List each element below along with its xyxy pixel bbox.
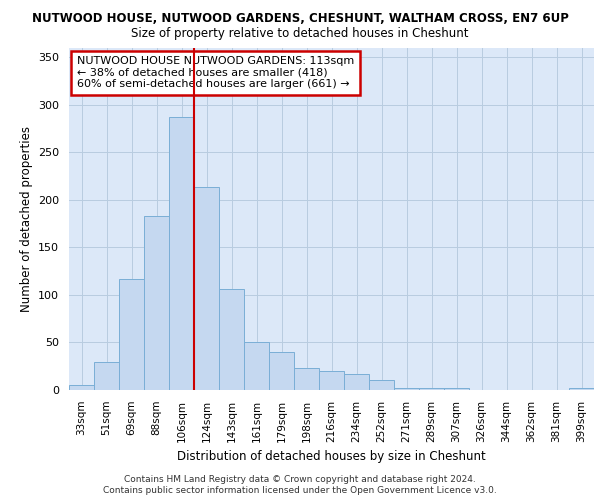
Bar [419, 388, 444, 390]
Text: Contains public sector information licensed under the Open Government Licence v3: Contains public sector information licen… [103, 486, 497, 495]
Bar [294, 368, 319, 390]
Bar [219, 289, 244, 390]
Bar [194, 188, 219, 390]
Bar [394, 388, 419, 390]
Bar [119, 278, 144, 390]
Bar [244, 342, 269, 390]
Text: NUTWOOD HOUSE NUTWOOD GARDENS: 113sqm
← 38% of detached houses are smaller (418): NUTWOOD HOUSE NUTWOOD GARDENS: 113sqm ← … [77, 56, 354, 90]
Text: NUTWOOD HOUSE, NUTWOOD GARDENS, CHESHUNT, WALTHAM CROSS, EN7 6UP: NUTWOOD HOUSE, NUTWOOD GARDENS, CHESHUNT… [32, 12, 568, 26]
Bar [444, 388, 469, 390]
X-axis label: Distribution of detached houses by size in Cheshunt: Distribution of detached houses by size … [177, 450, 486, 463]
Text: Size of property relative to detached houses in Cheshunt: Size of property relative to detached ho… [131, 28, 469, 40]
Bar [94, 362, 119, 390]
Bar [569, 388, 594, 390]
Bar [344, 374, 369, 390]
Bar [69, 385, 94, 390]
Bar [319, 371, 344, 390]
Bar [269, 352, 294, 390]
Y-axis label: Number of detached properties: Number of detached properties [20, 126, 32, 312]
Text: Contains HM Land Registry data © Crown copyright and database right 2024.: Contains HM Land Registry data © Crown c… [124, 475, 476, 484]
Bar [144, 216, 169, 390]
Bar [169, 117, 194, 390]
Bar [369, 380, 394, 390]
